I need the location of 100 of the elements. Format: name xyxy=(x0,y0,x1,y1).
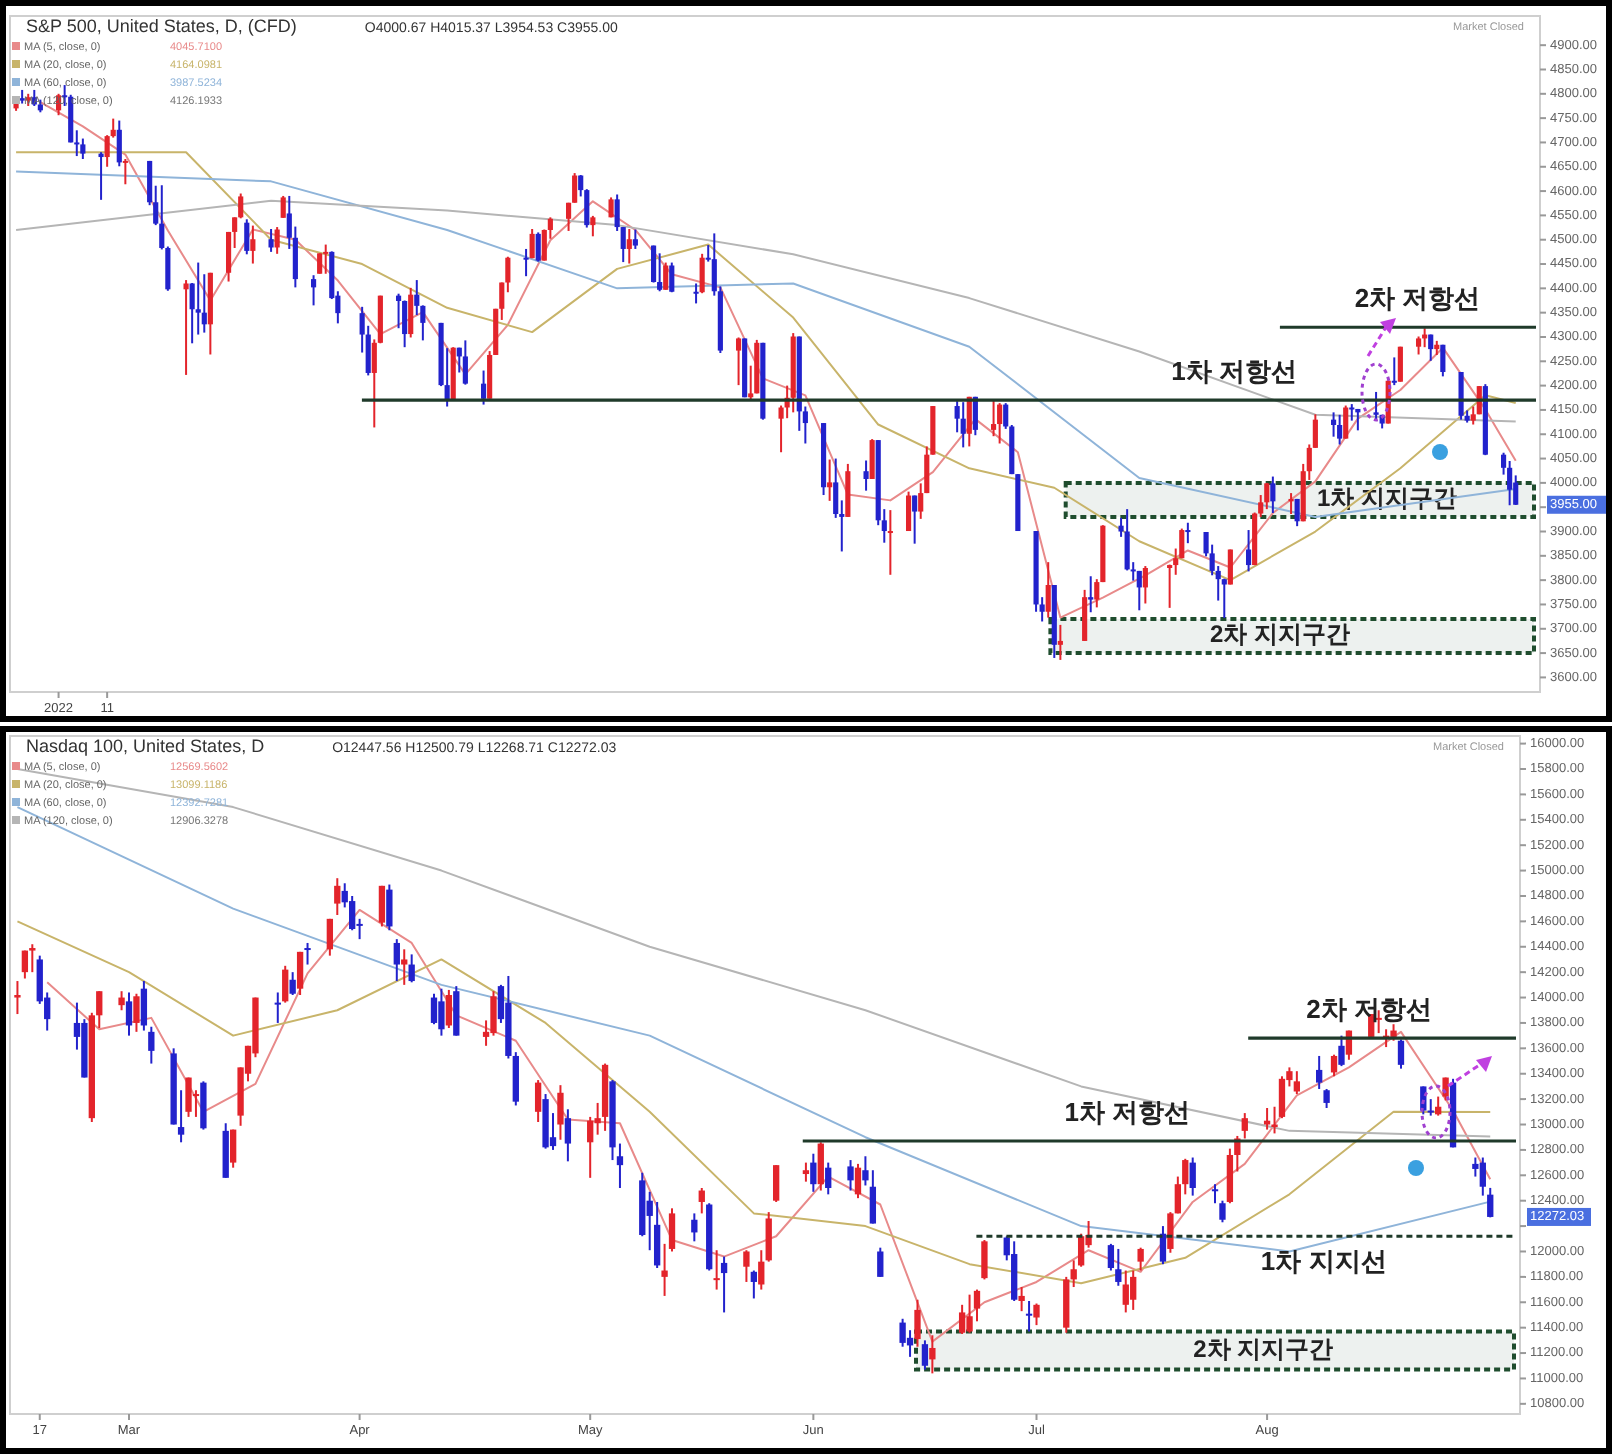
candlestick xyxy=(750,1269,757,1300)
candlestick xyxy=(960,401,966,449)
candlestick xyxy=(590,214,596,238)
candlestick xyxy=(854,1162,862,1200)
candlestick xyxy=(743,1249,750,1283)
candlestick xyxy=(663,261,669,291)
band-label: 2차 지지구간 xyxy=(1193,1334,1334,1363)
candlestick xyxy=(274,991,281,1024)
candlestick xyxy=(862,1155,869,1187)
candlestick xyxy=(845,462,851,518)
candlestick xyxy=(1397,345,1403,383)
candlestick xyxy=(185,1076,192,1118)
line-series xyxy=(15,170,1517,518)
candlestick xyxy=(1082,588,1088,642)
ref-line-label: 1차 저항선 xyxy=(1064,1097,1191,1128)
candlestick xyxy=(244,218,250,256)
candlestick xyxy=(1294,497,1300,528)
candlestick xyxy=(914,1298,921,1348)
candlestick xyxy=(1391,356,1397,387)
band-label: 2차 지지구간 xyxy=(1209,620,1350,649)
candlestick xyxy=(869,1169,877,1225)
candlestick xyxy=(462,339,468,386)
line-series xyxy=(15,199,1517,423)
candlestick xyxy=(1130,1269,1137,1311)
line-series xyxy=(15,151,1517,582)
candlestick xyxy=(1018,1286,1025,1313)
candlestick xyxy=(1033,1302,1040,1327)
candlestick xyxy=(1227,548,1233,586)
candlestick xyxy=(116,119,122,168)
candlestick xyxy=(564,1108,572,1163)
candlestick xyxy=(557,1084,564,1141)
candlestick xyxy=(713,1249,720,1291)
candlestick xyxy=(402,299,408,349)
candlestick xyxy=(653,1200,661,1269)
candlestick xyxy=(289,971,296,997)
candlestick xyxy=(323,243,329,275)
candlestick xyxy=(765,1211,772,1263)
candlestick xyxy=(1316,1054,1323,1090)
candlestick xyxy=(572,172,578,204)
candlestick xyxy=(863,459,869,492)
candlestick xyxy=(438,987,445,1037)
candlestick xyxy=(493,307,499,356)
candlestick xyxy=(773,1164,780,1203)
candlestick xyxy=(118,990,125,1012)
candlestick xyxy=(1011,1240,1018,1302)
candlestick xyxy=(693,282,699,305)
candlestick xyxy=(317,252,323,275)
candlestick xyxy=(378,884,386,928)
candlestick xyxy=(1211,1183,1219,1205)
candlestick xyxy=(735,336,742,387)
candlestick xyxy=(535,231,541,263)
candlestick xyxy=(847,1159,854,1192)
candlestick xyxy=(1088,575,1094,614)
candlestick xyxy=(1142,565,1148,605)
candlestick xyxy=(1159,1225,1167,1266)
candlestick xyxy=(408,953,415,984)
candlestick xyxy=(720,1255,728,1314)
candlestick xyxy=(125,991,133,1037)
candlestick xyxy=(990,399,997,438)
candlestick xyxy=(1349,403,1355,422)
candlestick xyxy=(250,224,256,265)
candlestick xyxy=(981,1239,988,1281)
ref-line-label: 2차 저항선 xyxy=(1306,994,1432,1025)
candlestick xyxy=(1057,623,1063,661)
ref-line-label: 1차 지지선 xyxy=(1260,1246,1387,1277)
candlestick xyxy=(1263,1107,1271,1131)
candlestick xyxy=(817,1141,824,1192)
candlestick xyxy=(1293,1070,1301,1096)
candlestick xyxy=(691,1212,698,1243)
candlestick xyxy=(1115,1247,1122,1287)
candlestick xyxy=(758,1249,765,1291)
candlestick xyxy=(225,230,232,283)
candlestick xyxy=(445,988,453,1030)
candlestick xyxy=(1189,1156,1196,1197)
candlestick xyxy=(401,948,408,986)
candlestick xyxy=(929,1334,936,1375)
candlestick xyxy=(1241,1112,1248,1140)
band-label: 1차 지지구간 xyxy=(1316,484,1458,513)
chart-title: Nasdaq 100, United States, D xyxy=(26,736,266,756)
candlestick xyxy=(966,1293,973,1334)
candlestick xyxy=(98,151,104,201)
candlestick xyxy=(905,490,912,533)
chart-title: S&P 500, United States, D, (CFD) xyxy=(26,16,297,36)
candlestick xyxy=(650,244,657,284)
candlestick xyxy=(1323,1087,1330,1110)
candlestick xyxy=(280,194,286,219)
candlestick xyxy=(1219,1199,1226,1224)
candlestick xyxy=(869,438,875,480)
candlestick xyxy=(657,252,663,293)
candlestick xyxy=(802,1161,810,1183)
candlestick xyxy=(453,985,460,1037)
candlestick xyxy=(282,964,289,1004)
candlestick xyxy=(133,992,140,1033)
candlestick xyxy=(529,228,535,260)
candlestick xyxy=(1428,333,1434,362)
candlestick xyxy=(669,261,675,294)
candlestick xyxy=(921,1339,929,1371)
candlestick xyxy=(1137,1246,1144,1272)
candlestick xyxy=(1338,1034,1345,1068)
candlestick xyxy=(393,938,400,983)
